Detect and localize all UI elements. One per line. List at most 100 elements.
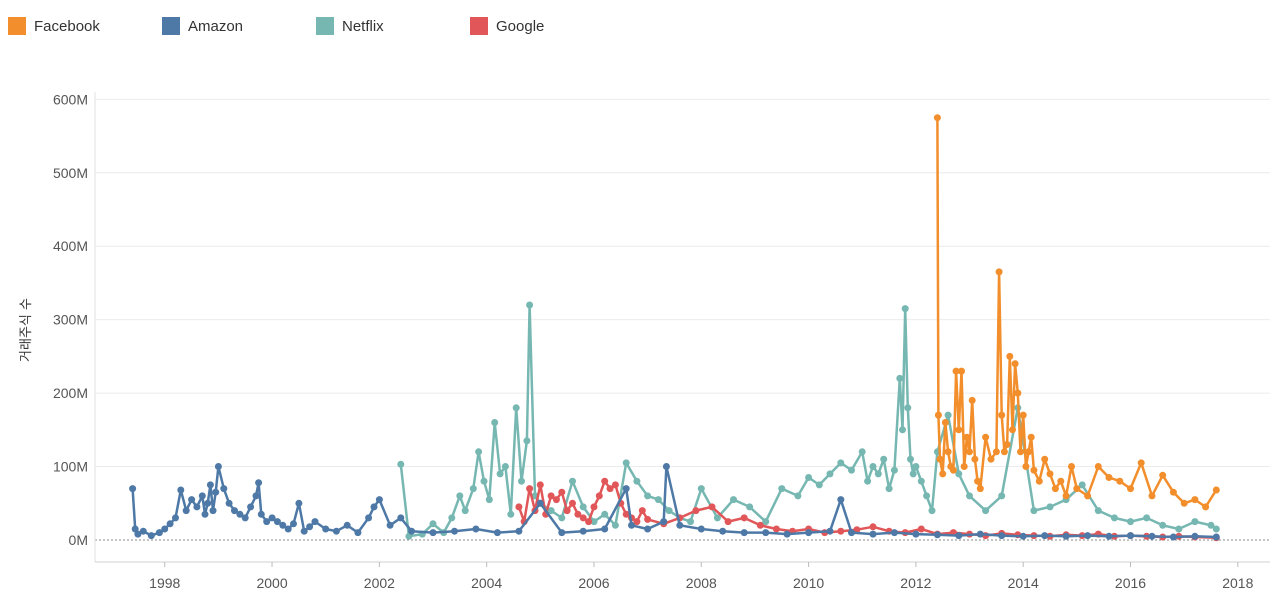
series-line-netflix xyxy=(399,303,1218,538)
point-amazon xyxy=(155,529,163,537)
point-netflix xyxy=(909,470,917,478)
point-google xyxy=(724,518,732,526)
point-facebook xyxy=(1022,463,1030,470)
point-netflix xyxy=(778,485,786,493)
point-netflix xyxy=(826,470,834,478)
point-facebook xyxy=(1046,470,1054,478)
point-facebook xyxy=(936,455,944,463)
point-google xyxy=(585,518,593,526)
point-facebook xyxy=(1030,466,1038,474)
point-netflix xyxy=(518,477,525,485)
x-tick-label: 2006 xyxy=(578,575,609,591)
point-facebook xyxy=(960,463,968,470)
legend-swatch-netflix xyxy=(316,17,334,35)
point-amazon xyxy=(225,499,233,507)
point-amazon xyxy=(214,463,222,470)
point-facebook xyxy=(941,419,949,426)
point-amazon xyxy=(188,496,196,504)
point-google xyxy=(563,507,571,515)
point-amazon xyxy=(515,527,523,535)
point-amazon xyxy=(622,485,630,493)
point-facebook xyxy=(995,268,1003,276)
point-amazon xyxy=(976,530,984,538)
point-amazon xyxy=(198,492,206,500)
legend-item-facebook[interactable]: Facebook xyxy=(8,17,162,35)
point-amazon xyxy=(252,492,260,500)
point-google xyxy=(740,514,748,522)
point-google xyxy=(869,523,877,531)
point-facebook xyxy=(1094,463,1102,470)
point-amazon xyxy=(220,485,228,493)
point-facebook xyxy=(966,448,973,456)
point-amazon xyxy=(370,503,378,511)
point-amazon xyxy=(1084,532,1092,540)
point-google xyxy=(708,503,716,511)
point-google xyxy=(644,515,652,523)
point-netflix xyxy=(904,404,912,412)
point-google xyxy=(526,485,534,493)
point-amazon xyxy=(273,518,281,526)
x-tick-label: 2002 xyxy=(364,575,395,591)
point-amazon xyxy=(311,518,319,526)
point-netflix xyxy=(480,477,488,485)
series-line-facebook xyxy=(936,117,1218,509)
point-netflix xyxy=(1207,521,1215,529)
legend-swatch-amazon xyxy=(162,17,180,35)
legend-swatch-google xyxy=(470,17,488,35)
point-netflix xyxy=(907,455,914,463)
point-netflix xyxy=(501,463,509,470)
point-netflix xyxy=(547,507,555,515)
point-facebook xyxy=(1169,488,1177,496)
point-facebook xyxy=(944,448,952,456)
y-tick-label: 400M xyxy=(53,238,88,254)
point-facebook xyxy=(1212,486,1220,494)
point-google xyxy=(606,485,614,493)
point-google xyxy=(558,488,566,496)
x-tick-label: 2012 xyxy=(900,575,931,591)
point-amazon xyxy=(147,532,155,540)
point-facebook xyxy=(1035,477,1043,485)
point-google xyxy=(633,518,641,526)
point-facebook xyxy=(1105,474,1113,481)
point-facebook xyxy=(1011,360,1019,368)
point-netflix xyxy=(966,492,973,500)
legend-item-google[interactable]: Google xyxy=(470,17,624,35)
point-amazon xyxy=(998,532,1006,540)
point-netflix xyxy=(1143,514,1151,522)
point-amazon xyxy=(255,479,263,487)
point-netflix xyxy=(837,459,845,467)
point-facebook xyxy=(949,466,957,474)
point-facebook xyxy=(1000,448,1008,456)
point-amazon xyxy=(284,525,292,533)
point-amazon xyxy=(1041,532,1049,540)
point-netflix xyxy=(697,485,705,493)
legend: Facebook Amazon Netflix Google xyxy=(8,14,624,38)
point-netflix xyxy=(475,448,483,456)
point-netflix xyxy=(622,459,630,467)
point-amazon xyxy=(268,514,276,522)
point-netflix xyxy=(665,507,673,515)
point-amazon xyxy=(241,514,249,522)
x-tick-label: 2018 xyxy=(1222,575,1253,591)
point-netflix xyxy=(762,518,770,526)
point-facebook xyxy=(955,426,963,434)
legend-item-amazon[interactable]: Amazon xyxy=(162,17,316,35)
point-netflix xyxy=(1078,481,1086,489)
x-tick-label: 2016 xyxy=(1115,575,1146,591)
point-amazon xyxy=(306,523,314,531)
point-netflix xyxy=(526,301,534,309)
point-amazon xyxy=(1062,532,1070,540)
point-amazon xyxy=(279,521,287,529)
point-amazon xyxy=(536,499,544,507)
point-amazon xyxy=(209,507,217,515)
point-amazon xyxy=(740,529,748,537)
point-amazon xyxy=(375,496,383,504)
point-amazon xyxy=(826,527,834,535)
point-amazon xyxy=(1148,532,1156,540)
x-tick-label: 2008 xyxy=(686,575,717,591)
legend-item-netflix[interactable]: Netflix xyxy=(316,17,470,35)
point-facebook xyxy=(1025,448,1033,456)
x-tick-label: 2010 xyxy=(793,575,824,591)
point-facebook xyxy=(1003,441,1011,448)
point-amazon xyxy=(912,530,920,538)
